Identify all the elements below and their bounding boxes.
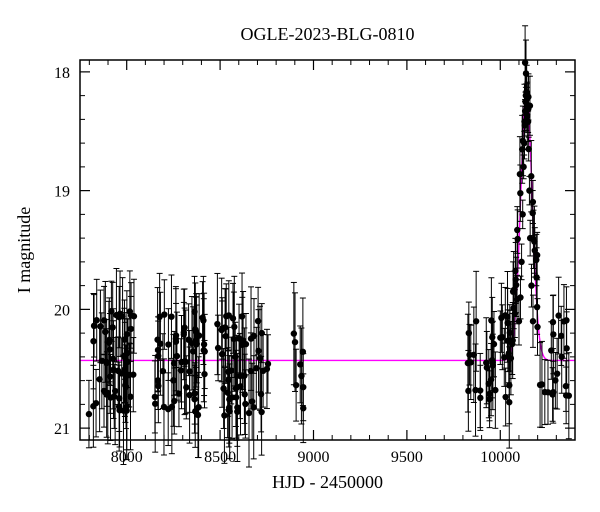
svg-text:18: 18: [54, 65, 70, 82]
svg-text:8500: 8500: [204, 449, 236, 466]
svg-text:21: 21: [54, 421, 70, 438]
svg-text:9500: 9500: [391, 449, 423, 466]
x-axis-label: HJD - 2450000: [272, 472, 383, 492]
y-axis-label: I magnitude: [14, 207, 34, 293]
svg-text:10000: 10000: [480, 449, 520, 466]
svg-text:20: 20: [54, 302, 70, 319]
chart-svg: 8000 8500 9000 9500 10000 18 19 20 21 OGLE-2023-B…: [0, 0, 600, 512]
lightcurve-chart: 8000 8500 9000 9500 10000 18 19 20 21 OGLE-2023-B…: [0, 0, 600, 512]
chart-title: OGLE-2023-BLG-0810: [241, 24, 415, 44]
svg-text:8000: 8000: [111, 449, 143, 466]
svg-text:19: 19: [54, 184, 70, 201]
svg-text:9000: 9000: [297, 449, 329, 466]
